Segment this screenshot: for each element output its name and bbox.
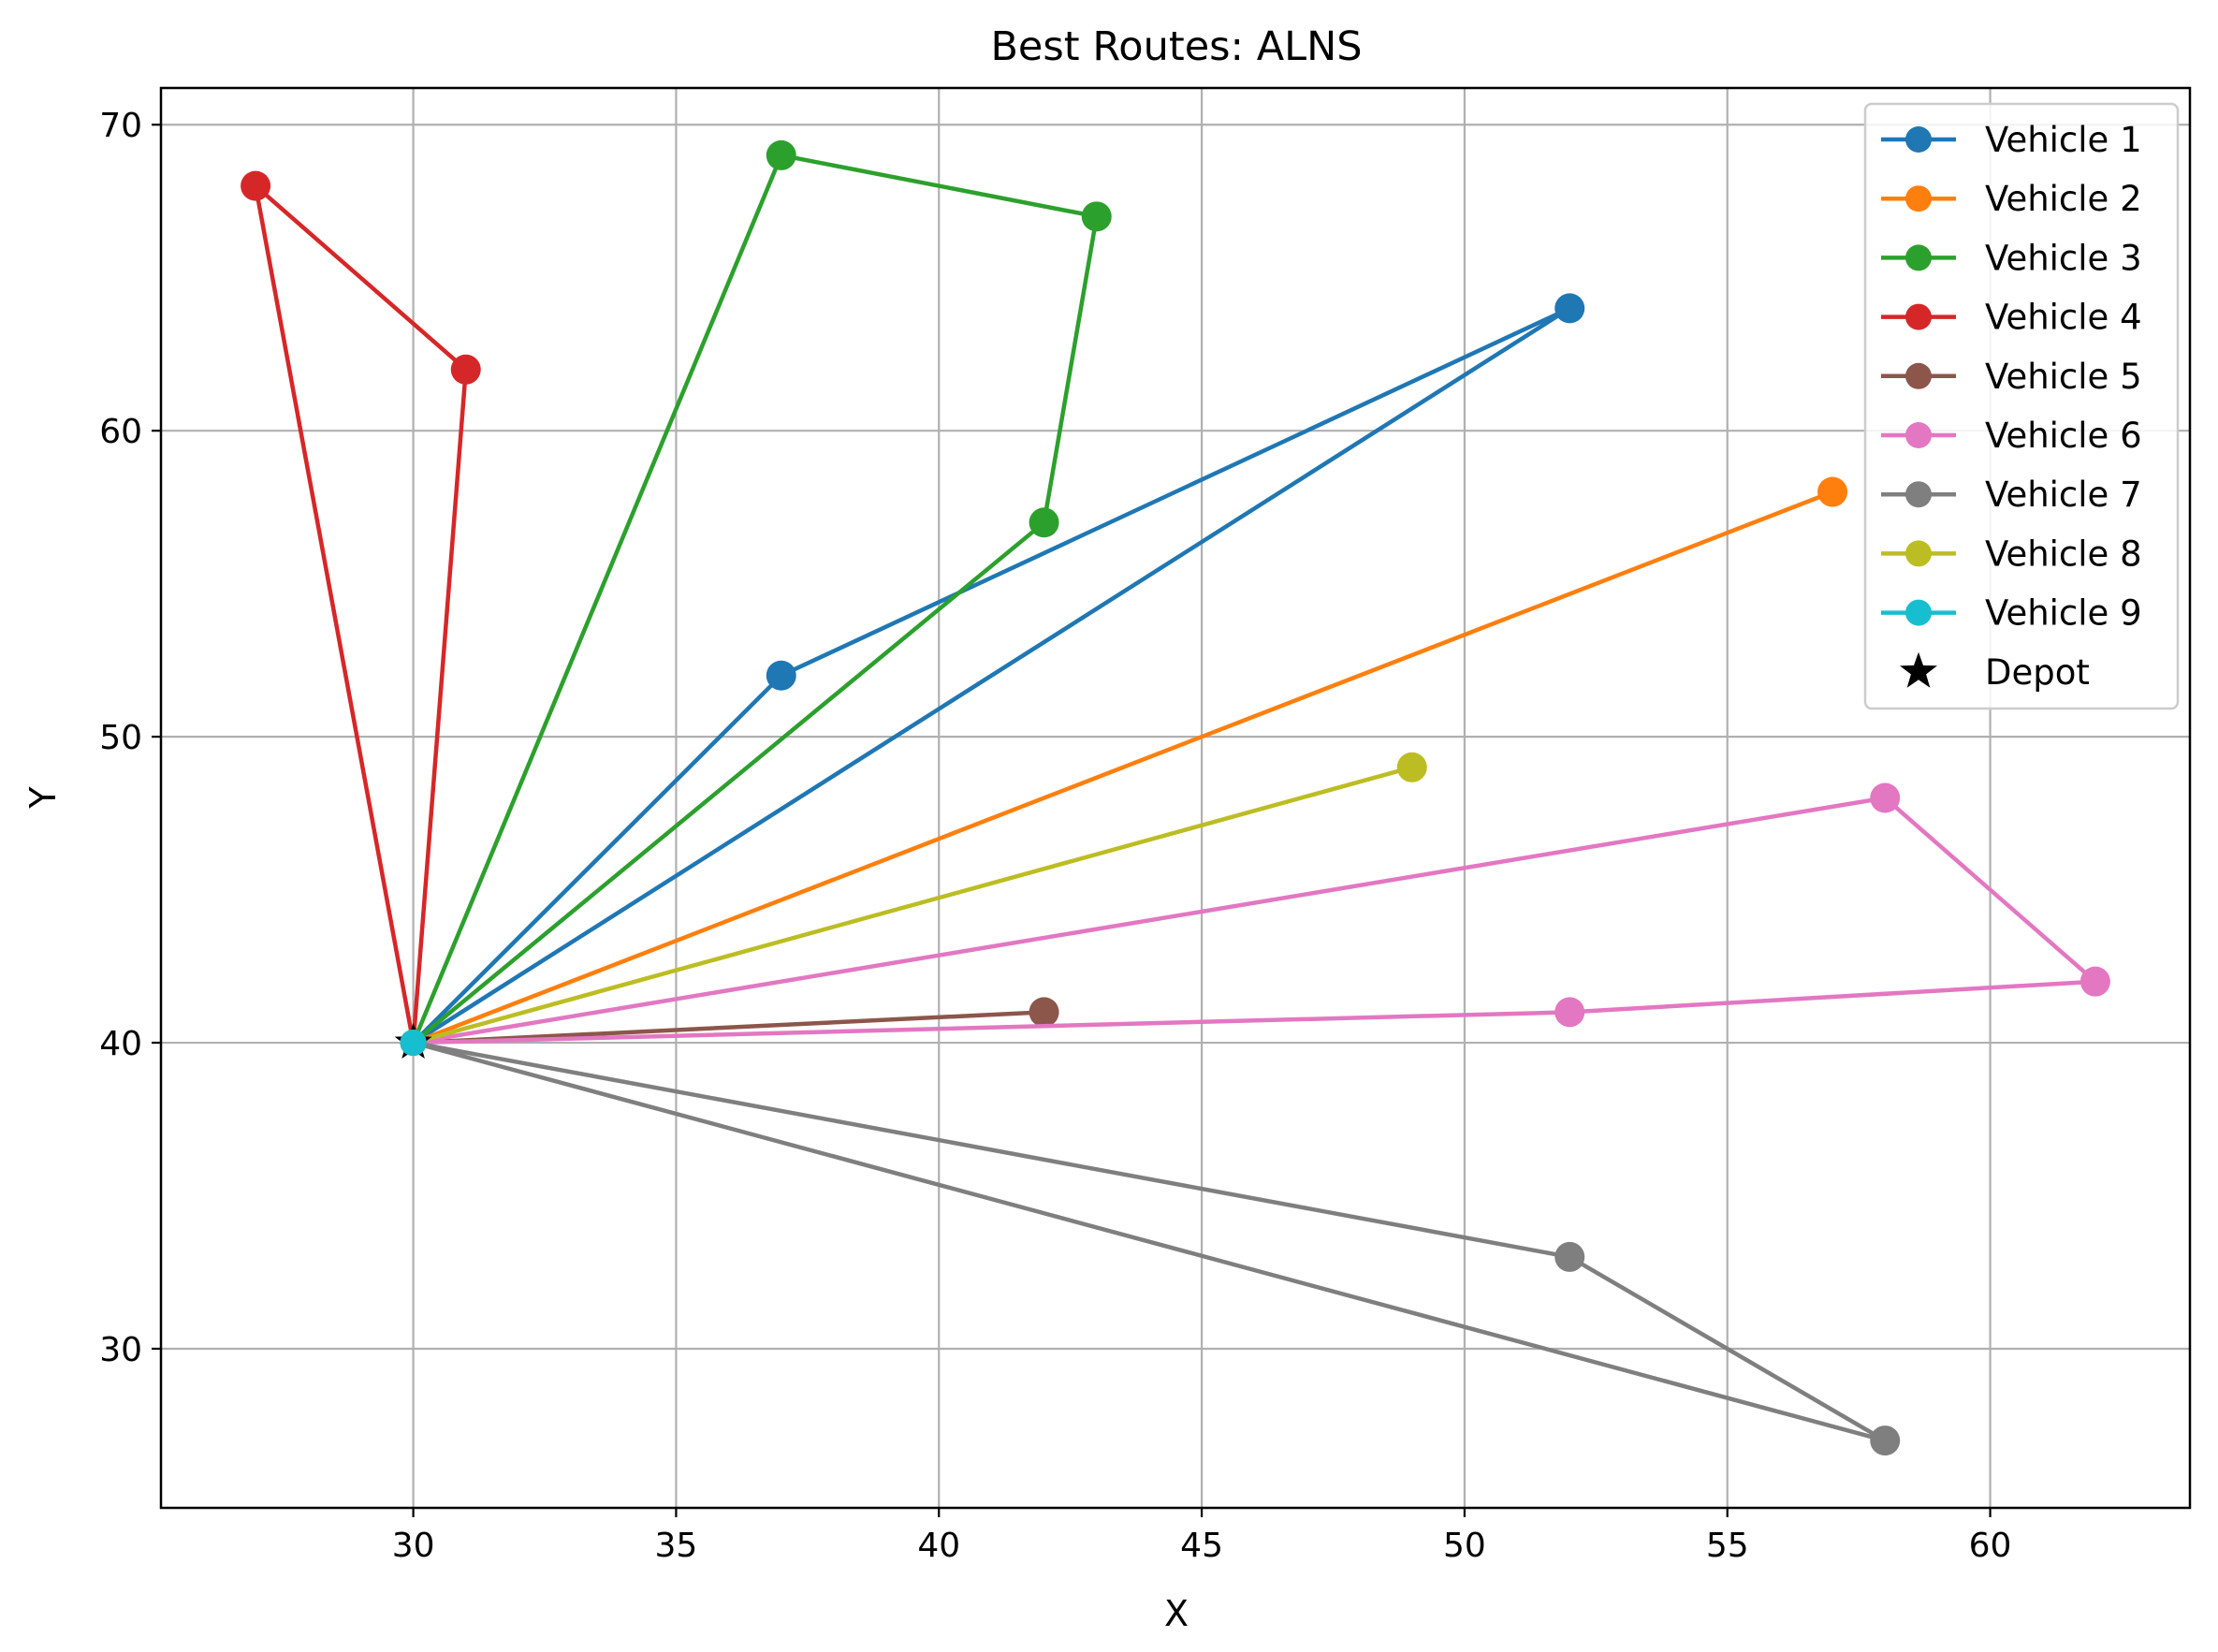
route-lines <box>241 139 2110 1456</box>
vehicle-4-point <box>450 354 481 385</box>
vehicle-6-point <box>1870 782 1901 813</box>
legend-item-vehicle-2: Vehicle 2 <box>1881 179 2142 219</box>
legend-box <box>1863 102 2180 710</box>
vehicle-8-point <box>1396 752 1427 782</box>
x-tick-label: 40 <box>917 1527 960 1565</box>
legend-item-depot: Depot <box>1900 651 2090 693</box>
legend-label: Vehicle 5 <box>1985 357 2142 397</box>
vehicle-8-route <box>413 752 1427 1045</box>
vehicle-4-route <box>241 170 481 1044</box>
y-tick-label: 60 <box>99 413 142 451</box>
legend-label: Depot <box>1985 652 2090 693</box>
vehicle-7-route <box>413 1040 1901 1456</box>
vehicle-2-route <box>412 476 1848 1045</box>
legend-item-vehicle-7: Vehicle 7 <box>1881 475 2142 515</box>
legend-item-vehicle-6: Vehicle 6 <box>1881 416 2142 456</box>
legend-marker <box>1905 362 1932 389</box>
y-tick-label: 30 <box>99 1331 142 1369</box>
vehicle-2-point <box>1817 476 1848 507</box>
vehicle-6-point <box>2079 966 2110 997</box>
vehicle-3-point <box>766 139 796 170</box>
depot-top-point <box>400 1030 427 1057</box>
legend-label: Vehicle 3 <box>1985 238 2142 278</box>
vehicle-7-point <box>1870 1425 1901 1456</box>
depot-marker-layer <box>394 1023 432 1059</box>
legend-marker <box>1905 303 1932 330</box>
legend-marker <box>1905 185 1932 212</box>
legend-item-vehicle-4: Vehicle 4 <box>1881 298 2142 338</box>
legend-marker <box>1905 481 1932 508</box>
axis-ticks: 30 35 40 45 50 55 60 30 40 50 60 70 <box>99 107 2011 1565</box>
legend-label: Vehicle 7 <box>1985 475 2142 515</box>
legend: Vehicle 1 Vehicle 2 Vehicle 3 Vehicle 4 Vehi… <box>1863 102 2180 710</box>
legend-label: Vehicle 9 <box>1985 593 2142 634</box>
vehicle-1-point <box>766 660 796 691</box>
plot-frame <box>159 86 2192 1510</box>
vehicle-6-route <box>413 782 2110 1045</box>
y-tick-label: 70 <box>99 107 142 145</box>
chart-title: Best Routes: ALNS <box>990 23 1362 70</box>
legend-label: Vehicle 6 <box>1985 416 2142 456</box>
vehicle-3-point <box>1081 201 1112 232</box>
x-tick-label: 45 <box>1180 1527 1223 1565</box>
legend-label: Vehicle 1 <box>1985 120 2142 160</box>
vehicle-5-route <box>413 997 1059 1045</box>
vehicle-5-point <box>1029 997 1059 1028</box>
vehicle-3-route <box>411 139 1112 1045</box>
x-tick-label: 35 <box>655 1527 698 1565</box>
legend-marker <box>1905 599 1932 626</box>
legend-item-vehicle-3: Vehicle 3 <box>1881 238 2142 278</box>
y-tick-label: 40 <box>99 1025 142 1063</box>
vehicle-1-route <box>412 293 1585 1045</box>
legend-label: Vehicle 8 <box>1985 534 2142 574</box>
y-axis-title: Y <box>22 786 64 810</box>
y-tick-label: 50 <box>99 719 142 757</box>
vehicle-4-line <box>253 183 469 1044</box>
x-tick-label: 50 <box>1443 1527 1486 1565</box>
legend-marker <box>1905 126 1932 153</box>
legend-depot-star <box>1900 651 1937 688</box>
grid-lines <box>161 88 2190 1508</box>
vehicle-7-point <box>1554 1241 1585 1272</box>
vehicle-4-point <box>241 170 271 201</box>
legend-label: Vehicle 2 <box>1985 179 2142 219</box>
legend-item-vehicle-5: Vehicle 5 <box>1881 357 2142 397</box>
vehicle-1-point <box>1554 293 1585 324</box>
vehicle-1-line <box>412 306 1572 1045</box>
x-tick-label: 30 <box>392 1527 435 1565</box>
vehicle-3-point <box>1029 507 1059 538</box>
x-tick-label: 60 <box>1969 1527 2012 1565</box>
legend-item-vehicle-1: Vehicle 1 <box>1881 120 2142 160</box>
legend-marker <box>1905 244 1932 271</box>
legend-item-vehicle-8: Vehicle 8 <box>1881 534 2142 574</box>
vehicle-6-point <box>1554 997 1585 1028</box>
legend-label: Vehicle 4 <box>1985 298 2142 338</box>
legend-item-vehicle-9: Vehicle 9 <box>1881 593 2142 634</box>
vehicle-7-line <box>413 1040 1888 1443</box>
x-tick-label: 55 <box>1706 1527 1749 1565</box>
legend-marker <box>1905 540 1932 567</box>
x-axis-title: X <box>1164 1593 1189 1634</box>
legend-marker <box>1905 422 1932 448</box>
